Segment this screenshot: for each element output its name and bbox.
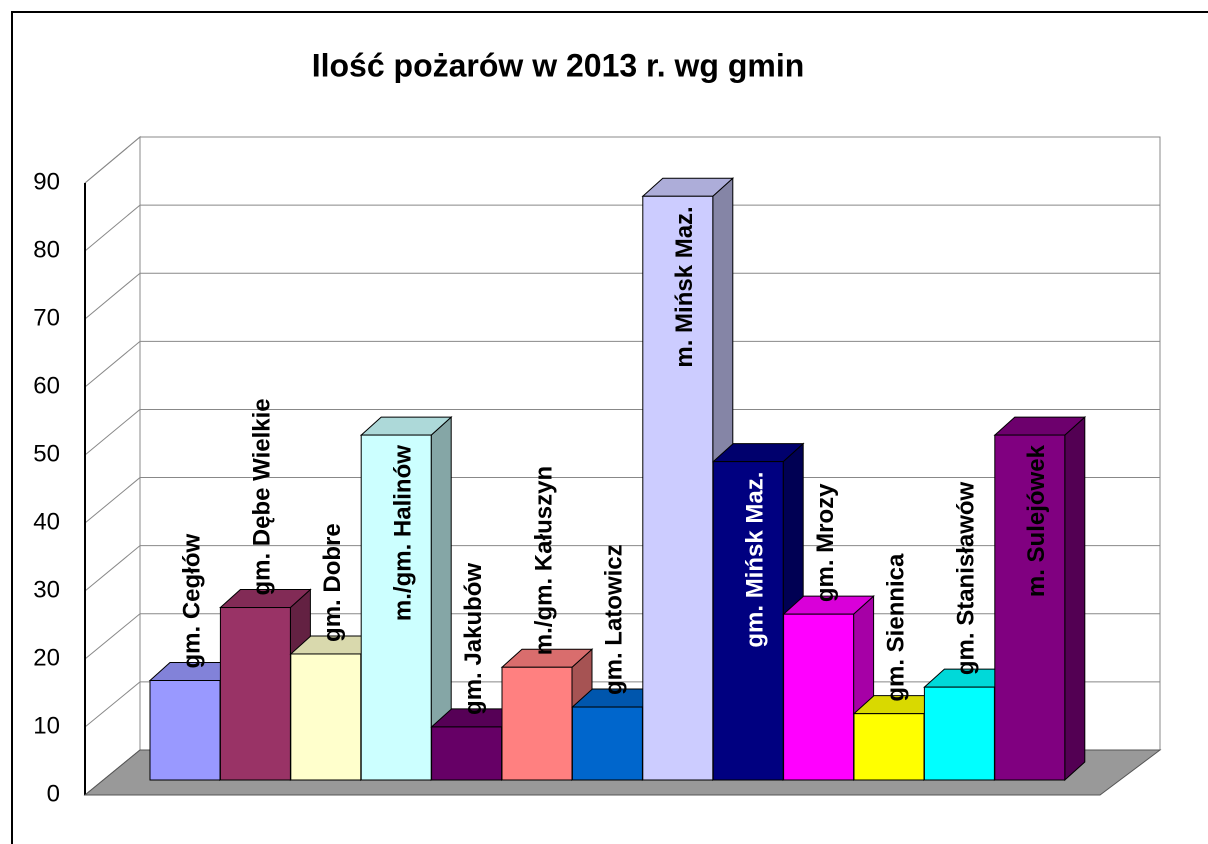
bar-top-shade <box>220 589 311 608</box>
y-tick-label: 0 <box>47 780 60 807</box>
bar-label: m./gm. Kałuszyn <box>530 466 557 655</box>
bar <box>360 434 432 781</box>
bar-top-shade <box>994 417 1085 436</box>
bar-label: gm. Siennica <box>882 553 909 702</box>
bar-label: m. Sulejówek <box>1023 444 1050 597</box>
bar <box>923 686 995 781</box>
grid-line-side <box>84 545 141 592</box>
grid-line-side <box>84 204 141 252</box>
bar <box>290 653 362 781</box>
bar-label: gm. Mrozy <box>812 483 839 602</box>
y-tick-label: 60 <box>33 372 60 399</box>
bar-top-shade <box>642 178 733 197</box>
bar <box>501 666 573 781</box>
bar-label: gm. Cegłów <box>178 533 205 668</box>
bar <box>712 461 784 781</box>
bar-side-shade <box>1064 417 1085 780</box>
bar <box>571 706 643 781</box>
bar <box>219 607 291 781</box>
bar-top-shade <box>783 596 874 615</box>
bar-label: m. Mińsk Maz. <box>671 206 698 367</box>
bar-top-shade <box>361 417 452 436</box>
y-tick-label: 70 <box>33 304 60 331</box>
chart-title: Ilość pożarów w 2013 r. wg gmin <box>312 47 805 83</box>
grid-line-side <box>84 409 141 456</box>
grid-line-side <box>84 681 141 728</box>
bar-top-shade <box>150 662 240 681</box>
bar-top-shade <box>431 708 522 727</box>
bar-top-shade <box>572 689 663 708</box>
y-tick-label: 40 <box>33 508 60 535</box>
bar <box>853 713 925 781</box>
y-tick-label: 50 <box>33 440 60 467</box>
bar-label: gm. Latowicz <box>601 544 628 695</box>
grid-line-side <box>84 613 141 660</box>
side-wall <box>84 135 141 797</box>
bar-side-shade <box>431 417 452 780</box>
y-tick-label: 20 <box>33 644 60 671</box>
y-tick-label: 10 <box>33 712 60 739</box>
y-tick-label: 80 <box>33 236 60 263</box>
bar-label: gm. Dębe Wielkie <box>249 398 276 595</box>
bar-label: gm. Dobre <box>319 523 346 642</box>
bar-top-shade <box>502 649 592 668</box>
y-tick-label: 30 <box>33 576 60 603</box>
bar-label: gm. Stanisławów <box>953 481 980 675</box>
grid-line-side <box>84 340 141 388</box>
bar-top-shade <box>290 635 381 654</box>
bar-label: gm. Mińsk Maz. <box>742 472 769 648</box>
grid-line-side <box>84 477 141 524</box>
bar-top-shade <box>924 669 1015 688</box>
bar-top-shade <box>713 443 804 462</box>
bar <box>642 195 714 781</box>
y-tick-label: 90 <box>33 168 60 195</box>
bar-label: m./gm. Halinów <box>390 445 417 621</box>
bar <box>994 434 1066 781</box>
bar-label: gm. Jakubów <box>460 563 487 715</box>
bar <box>149 680 221 781</box>
bar-top-shade <box>854 695 944 714</box>
grid-line-side <box>84 136 141 184</box>
grid-line-side <box>84 272 141 320</box>
bar <box>783 613 855 781</box>
bar <box>431 726 503 781</box>
